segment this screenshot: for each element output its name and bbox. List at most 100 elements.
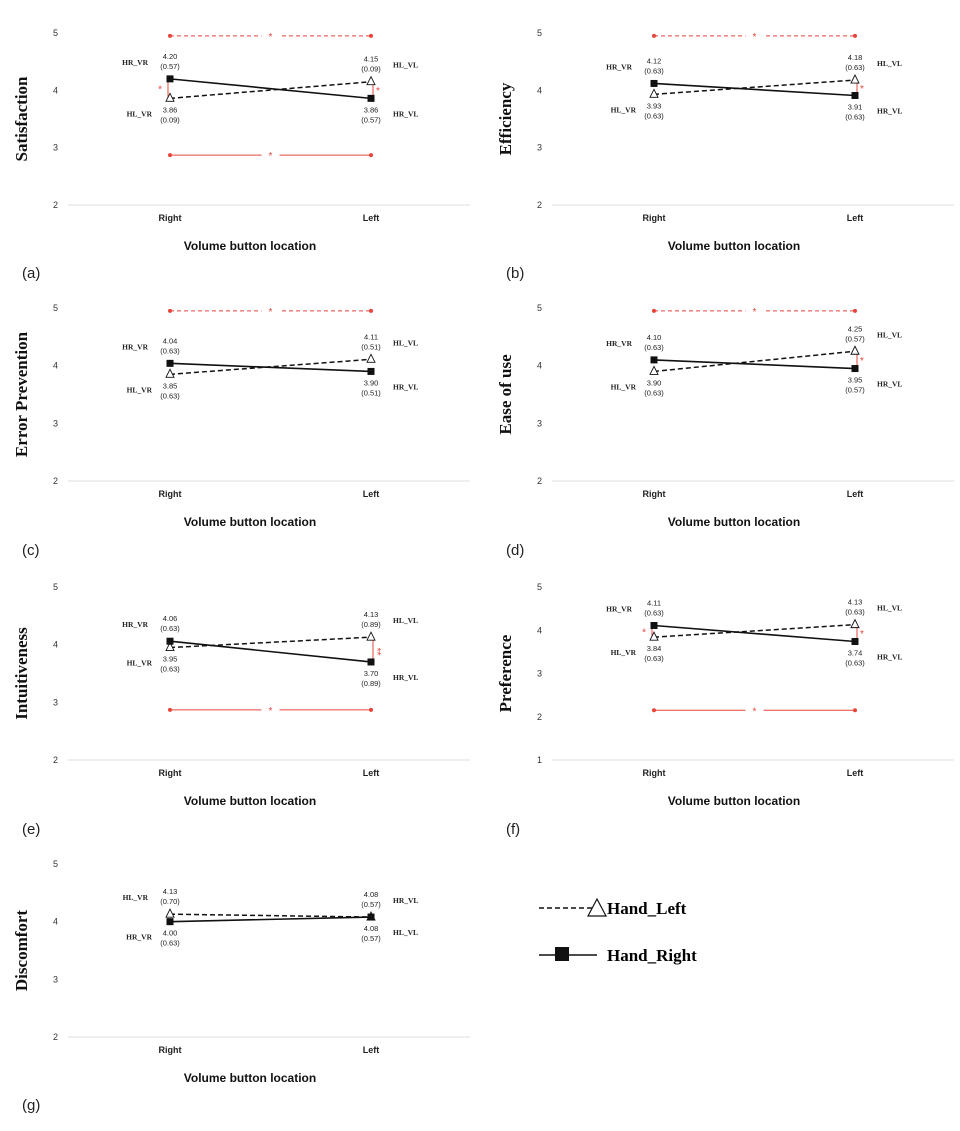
y-axis-title: Ease of use xyxy=(496,354,515,435)
chart-svg: 2 3 4 5 Right Left Volume button location Error… xyxy=(12,303,470,529)
legend-marker-square xyxy=(555,947,569,961)
marker-hand-right xyxy=(367,658,375,666)
chart-svg: 2 3 4 5 Right Left Volume button location Effic… xyxy=(496,28,954,253)
x-axis-title: Volume button location xyxy=(668,794,800,808)
data-label: 3.90 xyxy=(364,378,379,387)
significance-mark: * xyxy=(753,307,757,318)
y-axis-title: Error Prevention xyxy=(12,331,31,457)
marker-hand-left xyxy=(165,368,175,378)
y-tick-label: 2 xyxy=(537,476,542,486)
y-axis-title: Preference xyxy=(496,634,515,712)
data-label: 4.25 xyxy=(848,324,863,333)
data-label: 3.95 xyxy=(163,655,178,664)
data-label: 4.12 xyxy=(647,56,662,65)
y-tick-label: 5 xyxy=(53,859,58,869)
panel-letter: (g) xyxy=(22,1097,41,1114)
marker-hand-left xyxy=(165,92,175,102)
x-tick-label: Right xyxy=(159,213,182,223)
condition-label: HR_VL xyxy=(877,380,902,389)
condition-label: HL_VL xyxy=(877,330,902,339)
y-axis-title: Efficiency xyxy=(496,82,515,155)
y-tick-label: 2 xyxy=(537,200,542,210)
condition-label: HR_VL xyxy=(393,896,418,905)
data-label: 3.95 xyxy=(848,376,863,385)
significance-mark: * xyxy=(753,706,757,717)
data-label: 3.85 xyxy=(163,381,178,390)
significance-mark-left: * xyxy=(860,84,864,95)
data-label-sd: (0.51) xyxy=(361,342,381,351)
y-tick-label: 3 xyxy=(53,418,58,428)
chart-panel: 2 3 4 5 Right Left Volume button location Effic… xyxy=(484,0,960,1131)
data-label-sd: (0.70) xyxy=(160,897,180,906)
marker-hand-right xyxy=(650,621,658,629)
significance-mark: * xyxy=(269,32,273,43)
data-label: 3.86 xyxy=(364,105,379,114)
y-tick-label: 3 xyxy=(537,418,542,428)
marker-hand-left xyxy=(366,353,376,363)
y-axis-title: Intuitiveness xyxy=(12,627,31,720)
y-axis-title: Discomfort xyxy=(12,910,31,992)
data-label-sd: (0.63) xyxy=(845,608,865,617)
x-tick-label: Right xyxy=(643,768,666,778)
y-tick-label: 4 xyxy=(537,361,542,371)
y-tick-label: 4 xyxy=(53,917,58,927)
condition-label: HR_VL xyxy=(393,673,418,682)
condition-label: HL_VR xyxy=(127,385,153,394)
data-label: 3.86 xyxy=(163,105,178,114)
x-tick-label: Right xyxy=(159,768,182,778)
data-label: 4.04 xyxy=(163,336,178,345)
data-label-sd: (0.63) xyxy=(845,658,865,667)
y-tick-label: 4 xyxy=(53,361,58,371)
x-tick-label: Left xyxy=(363,489,380,499)
significance-dot xyxy=(168,707,172,712)
significance-gap xyxy=(745,304,764,317)
marker-hand-right xyxy=(851,365,859,373)
series-line-hand-left xyxy=(169,636,372,649)
condition-label: HR_VL xyxy=(877,652,902,661)
marker-hand-left xyxy=(366,75,376,86)
x-tick-label: Left xyxy=(847,768,864,778)
marker-hand-right xyxy=(367,367,375,375)
chart-panel: 2 3 4 5 Right Left Volume button location Ease … xyxy=(484,0,960,1131)
marker-hand-right xyxy=(851,637,859,645)
data-label-sd: (0.63) xyxy=(160,665,180,674)
data-label-sd: (0.63) xyxy=(644,343,664,352)
series-line-hand-right xyxy=(653,359,856,370)
y-tick-label: 2 xyxy=(53,755,58,765)
panel-letter: (d) xyxy=(506,542,525,559)
x-tick-label: Right xyxy=(159,1045,182,1055)
y-tick-label: 3 xyxy=(53,974,58,984)
significance-mark-right: * xyxy=(642,627,646,638)
y-tick-label: 5 xyxy=(53,28,58,38)
data-label: 4.08 xyxy=(364,924,379,933)
data-label-sd: (0.89) xyxy=(361,620,381,629)
marker-hand-left xyxy=(165,908,175,918)
condition-label: HL_VL xyxy=(393,616,418,625)
y-tick-label: 2 xyxy=(53,476,58,486)
condition-label: HR_VL xyxy=(877,106,902,115)
x-tick-label: Left xyxy=(363,1045,380,1055)
x-tick-label: Right xyxy=(643,213,666,223)
condition-label: HL_VR xyxy=(611,105,637,114)
y-tick-label: 5 xyxy=(537,28,542,38)
y-tick-label: 1 xyxy=(537,755,542,765)
condition-label: HL_VR xyxy=(127,109,153,118)
y-tick-label: 3 xyxy=(537,143,542,153)
x-axis-title: Volume button location xyxy=(184,515,316,529)
data-label: 4.13 xyxy=(364,610,379,619)
x-axis-title: Volume button location xyxy=(668,239,800,253)
legend-label-hand-left: Hand_Left xyxy=(607,899,687,918)
condition-label: HR_VR xyxy=(126,933,152,942)
data-label: 3.74 xyxy=(848,648,863,657)
data-label: 3.70 xyxy=(364,669,379,678)
y-tick-label: 5 xyxy=(53,582,58,592)
marker-hand-left xyxy=(366,631,376,641)
x-axis-title: Volume button location xyxy=(184,1071,316,1085)
condition-label: HL_VL xyxy=(877,604,902,613)
condition-label: HL_VL xyxy=(393,928,418,937)
condition-label: HL_VR xyxy=(611,382,637,391)
significance-mark: * xyxy=(269,307,273,318)
chart-panel: 2 3 4 5 Right Left Volume button location Satis… xyxy=(0,0,476,1131)
data-label-sd: (0.57) xyxy=(845,334,865,343)
y-tick-label: 4 xyxy=(53,85,58,95)
